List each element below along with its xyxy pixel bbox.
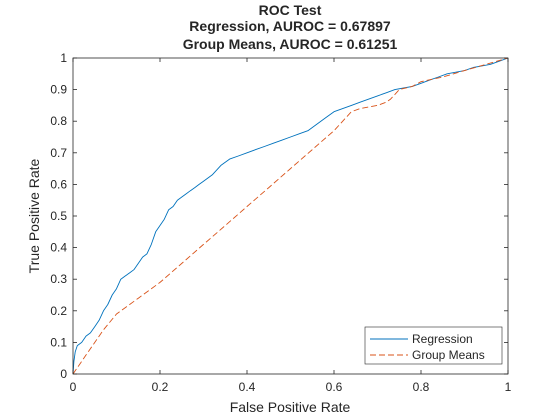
y-tick-label: 0.9 <box>50 83 67 97</box>
y-tick-label: 0.5 <box>50 209 67 223</box>
chart-title-line-1: ROC Test <box>259 2 322 18</box>
x-tick-label: 0.8 <box>413 380 430 394</box>
legend-label-regression: Regression <box>412 332 473 346</box>
y-tick-label: 0 <box>60 367 67 381</box>
x-axis-label: False Positive Rate <box>230 399 351 415</box>
chart-title-line-3: Group Means, AUROC = 0.61251 <box>183 36 398 52</box>
legend: Regression Group Means <box>364 326 503 365</box>
y-tick-label: 1 <box>60 51 67 65</box>
y-tick-label: 0.2 <box>50 304 67 318</box>
y-tick-label: 0.7 <box>50 146 67 160</box>
x-tick-label: 1 <box>505 380 512 394</box>
y-tick-label: 0.8 <box>50 114 67 128</box>
y-axis-label: True Positive Rate <box>26 158 42 273</box>
y-tick-label: 0.6 <box>50 177 67 191</box>
series-line-group-means <box>72 57 509 375</box>
legend-label-group-means: Group Means <box>412 348 485 362</box>
plot-area <box>73 58 508 374</box>
chart-title-line-2: Regression, AUROC = 0.67897 <box>189 18 391 34</box>
x-tick-label: 0 <box>70 380 77 394</box>
x-tick-label: 0.6 <box>326 380 343 394</box>
y-tick-label: 0.3 <box>50 272 67 286</box>
x-tick-label: 0.2 <box>152 380 169 394</box>
x-tick-label: 0.4 <box>239 380 256 394</box>
legend-box <box>364 326 503 365</box>
y-tick-label: 0.1 <box>50 335 67 349</box>
y-tick-label: 0.4 <box>50 241 67 255</box>
